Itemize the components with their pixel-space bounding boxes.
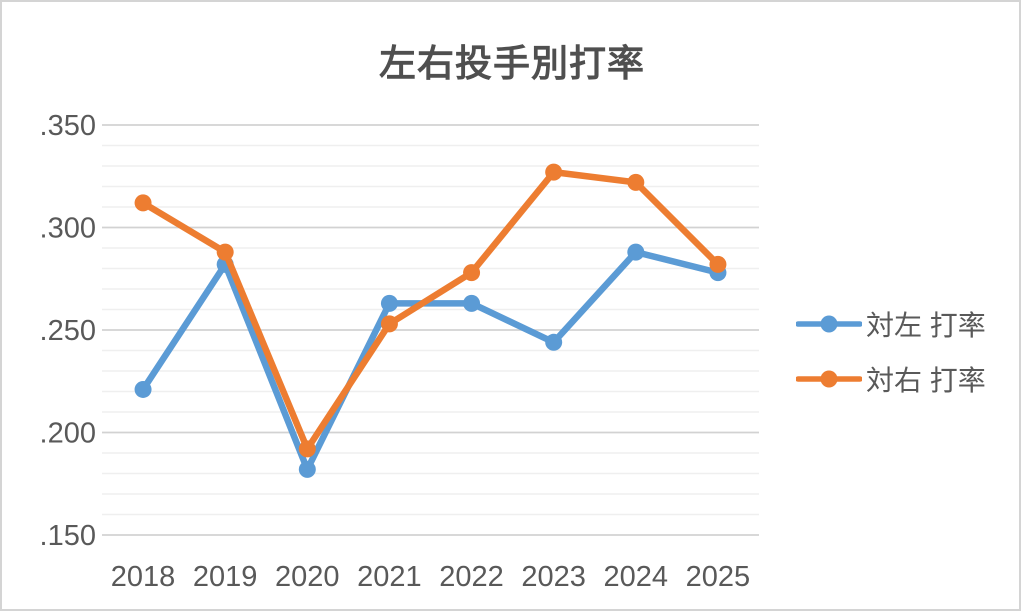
- y-tick-label: .200: [40, 418, 96, 450]
- series-line-対右 打率: [139, 168, 722, 453]
- data-point-対左 打率-2022: [463, 294, 481, 312]
- y-tick-label: .250: [40, 315, 96, 347]
- legend-line-marker-icon: [796, 315, 862, 333]
- x-tick-label: 2019: [193, 561, 258, 593]
- x-tick-label: 2024: [604, 561, 669, 593]
- data-point-対右 打率-2022: [463, 264, 481, 282]
- y-tick-label: .150: [40, 520, 96, 552]
- data-point-対左 打率-2020: [298, 460, 316, 478]
- x-tick-label: 2025: [686, 561, 751, 593]
- legend: 対左 打率 対右 打率: [796, 306, 986, 397]
- data-point-対右 打率-2025: [709, 255, 727, 273]
- data-point-対右 打率-2024: [627, 173, 645, 191]
- y-tick-label: .300: [40, 213, 96, 245]
- data-point-対左 打率-2023: [545, 333, 563, 351]
- legend-label: 対左 打率: [866, 310, 986, 341]
- data-point-対右 打率-2019: [216, 243, 234, 261]
- x-tick-label: 2023: [521, 561, 586, 593]
- data-point-対右 打率-2021: [380, 315, 398, 333]
- data-point-対右 打率-2018: [134, 194, 152, 212]
- legend-line-marker-icon: [796, 370, 862, 388]
- chart-title: 左右投手別打率: [379, 43, 645, 84]
- data-point-対左 打率-2018: [134, 380, 152, 398]
- x-tick-label: 2022: [439, 561, 504, 593]
- x-tick-label: 2020: [275, 561, 340, 593]
- data-point-対右 打率-2023: [545, 163, 563, 181]
- data-point-対右 打率-2020: [298, 440, 316, 458]
- y-tick-label: .350: [40, 110, 96, 142]
- data-point-対左 打率-2021: [380, 294, 398, 312]
- legend-item-series-2: 対右 打率: [796, 361, 986, 397]
- x-tick-label: 2018: [111, 561, 176, 593]
- series-line-対左 打率: [139, 248, 722, 473]
- data-point-対左 打率-2024: [627, 243, 645, 261]
- x-tick-label: 2021: [357, 561, 422, 593]
- legend-label: 対右 打率: [866, 365, 986, 396]
- legend-item-series-1: 対左 打率: [796, 306, 986, 342]
